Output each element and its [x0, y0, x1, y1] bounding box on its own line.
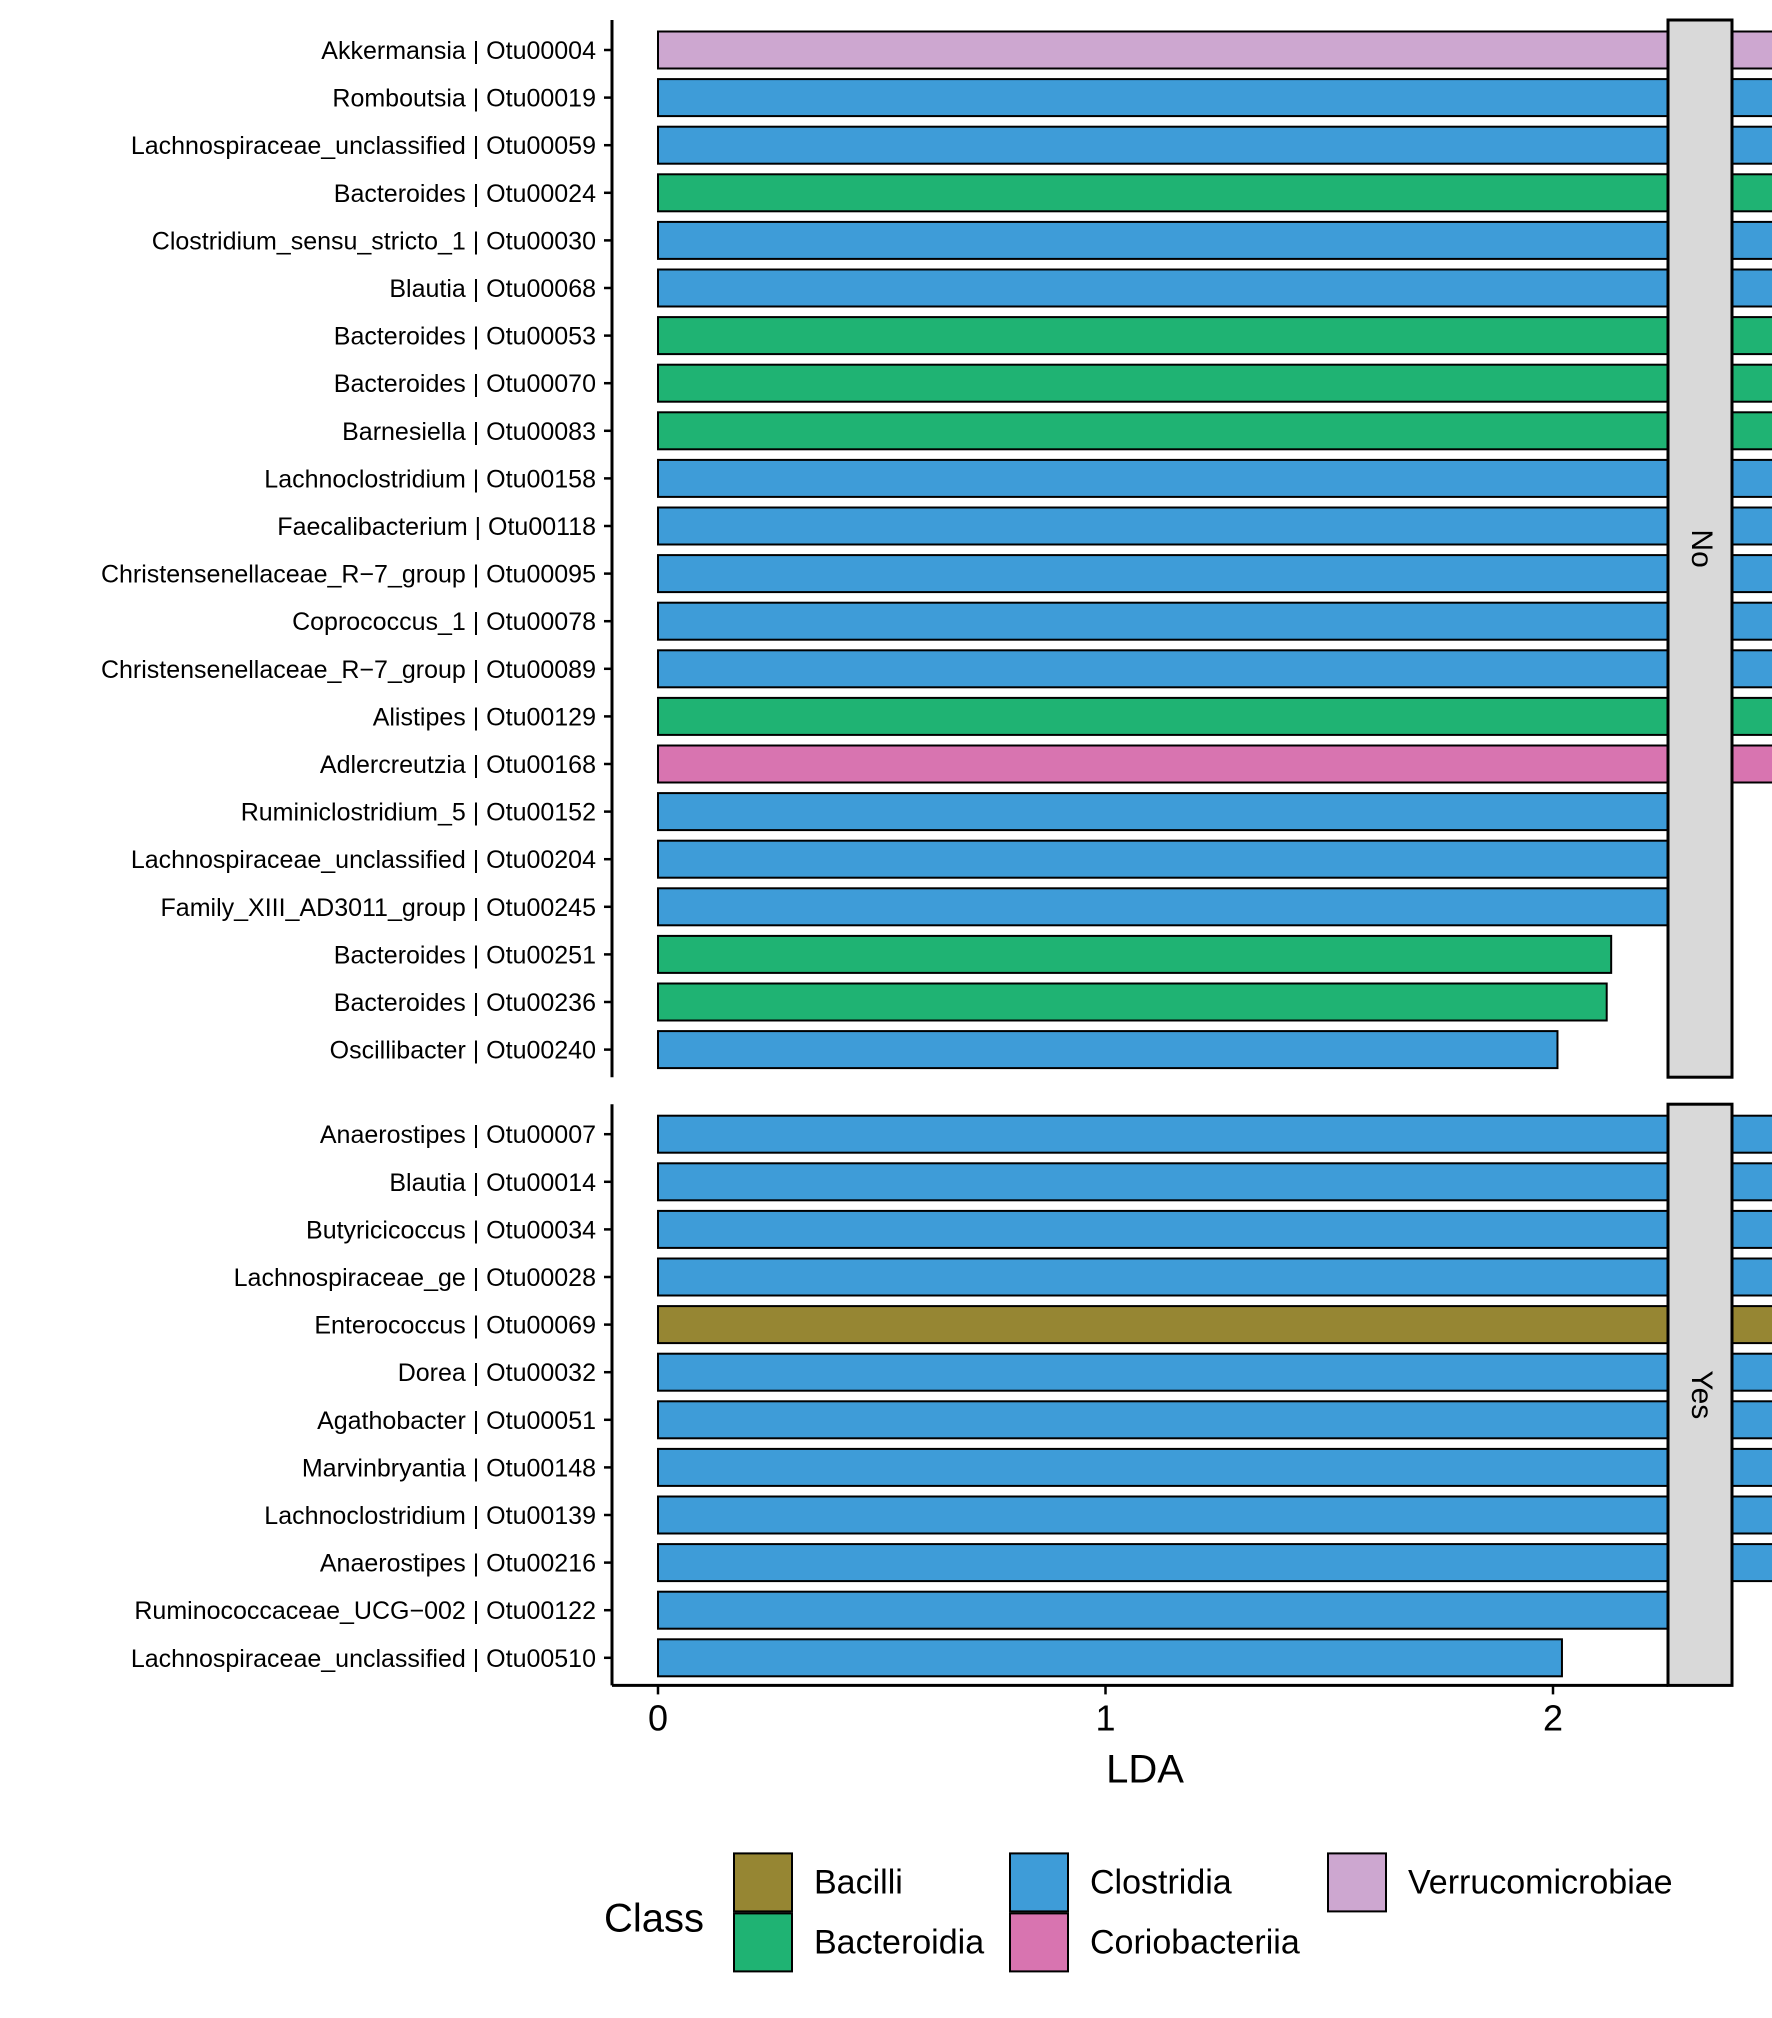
panels-layer: Akkermansia | Otu00004 Romboutsia | Otu00…: [101, 18, 1772, 1687]
bar: [657, 1305, 1772, 1345]
bar: [657, 1400, 1772, 1440]
bar-label: Blautia | Otu00068: [389, 275, 596, 303]
bar: [657, 1495, 1772, 1535]
bar-label: Bacteroides | Otu00053: [334, 323, 596, 351]
bar-label: Lachnospiraceae_unclassified | Otu00510: [131, 1645, 596, 1673]
legend-label: Bacilli: [814, 1863, 903, 1901]
x-axis: 01234LDA: [612, 1683, 1668, 1791]
bar: [657, 1638, 1563, 1678]
bar: [657, 696, 1772, 736]
bar-label: Dorea | Otu00032: [398, 1359, 596, 1387]
bar-label: Bacteroides | Otu00024: [334, 180, 596, 208]
bar-label: Christensenellaceae_R−7_group | Otu00095: [101, 561, 596, 589]
bar: [657, 792, 1733, 832]
bar-label: Faecalibacterium | Otu00118: [277, 513, 596, 541]
legend-label: Coriobacteriia: [1090, 1923, 1300, 1961]
facet-strip-label: No: [1685, 529, 1718, 567]
bar: [657, 316, 1772, 356]
legend-label: Clostridia: [1090, 1863, 1232, 1901]
legend-key: [733, 1852, 793, 1913]
bar-label: Bacteroides | Otu00236: [334, 989, 596, 1017]
bar: [657, 411, 1772, 451]
bar: [657, 1114, 1772, 1154]
bar-label: Clostridium_sensu_stricto_1 | Otu00030: [152, 227, 596, 255]
facet-strip: [1666, 1102, 1734, 1687]
bar: [657, 982, 1608, 1022]
bar-label: Christensenellaceae_R−7_group | Otu00089: [101, 656, 596, 684]
bar-label: Ruminococcaceae_UCG−002 | Otu00122: [134, 1597, 596, 1625]
legend-label: Bacteroidia: [814, 1923, 984, 1961]
bar-label: Marvinbryantia | Otu00148: [302, 1454, 596, 1482]
bar: [657, 839, 1684, 879]
bar-label: Lachnospiraceae_unclassified | Otu00059: [131, 132, 596, 160]
bar: [657, 934, 1613, 974]
panel-no: Akkermansia | Otu00004 Romboutsia | Otu00…: [101, 18, 1772, 1079]
bar-label: Agathobacter | Otu00051: [317, 1407, 596, 1435]
bar-label: Lachnospiraceae_ge | Otu00028: [234, 1264, 596, 1292]
x-tick-label: 2: [1543, 1697, 1563, 1738]
bar-label: Adlercreutzia | Otu00168: [320, 751, 596, 779]
bar-label: Lachnoclostridium | Otu00158: [264, 465, 596, 493]
bar: [657, 1352, 1772, 1392]
legend-key: [733, 1912, 793, 1973]
bar: [657, 601, 1772, 641]
facet-strip: [1666, 18, 1734, 1079]
bar: [657, 268, 1772, 308]
bar: [657, 744, 1772, 784]
bar: [657, 1162, 1772, 1202]
legend-key: [1009, 1912, 1069, 1973]
bar-label: Bacteroides | Otu00251: [334, 941, 596, 969]
bar: [657, 363, 1772, 403]
legend-label: Verrucomicrobiae: [1408, 1863, 1673, 1901]
bar: [657, 125, 1772, 165]
bar-label: Barnesiella | Otu00083: [342, 418, 596, 446]
bar: [657, 649, 1772, 689]
bar: [657, 1257, 1772, 1297]
bar-label: Coprococcus_1 | Otu00078: [292, 608, 596, 636]
bar: [657, 173, 1772, 213]
bar-label: Family_XIII_AD3011_group | Otu00245: [161, 894, 596, 922]
legend-key: [1327, 1852, 1387, 1913]
bar: [657, 78, 1772, 118]
bar: [657, 30, 1772, 70]
bar: [657, 554, 1772, 594]
bar-label: Romboutsia | Otu00019: [332, 85, 596, 113]
bar-label: Blautia | Otu00014: [389, 1169, 596, 1197]
bar-label: Butyricicoccus | Otu00034: [306, 1216, 596, 1244]
bar-label: Lachnospiraceae_unclassified | Otu00204: [131, 846, 596, 874]
bar: [657, 458, 1772, 498]
bar: [657, 887, 1684, 927]
bar-label: Anaerostipes | Otu00216: [320, 1550, 596, 1578]
bar-label: Alistipes | Otu00129: [373, 703, 596, 731]
x-tick-label: 0: [648, 1697, 668, 1738]
bar: [657, 1590, 1720, 1630]
bar: [657, 506, 1772, 546]
bar: [657, 220, 1772, 260]
bar: [657, 1543, 1772, 1583]
bar: [657, 1209, 1772, 1249]
legend: Class Bacilli Bacteroidia Clostridia Corioba…: [604, 1852, 1673, 1973]
bar-label: Enterococcus | Otu00069: [314, 1312, 596, 1340]
bar-label: Lachnoclostridium | Otu00139: [264, 1502, 596, 1530]
bar: [657, 1447, 1772, 1487]
bar-label: Bacteroides | Otu00070: [334, 370, 596, 398]
bar-label: Anaerostipes | Otu00007: [320, 1121, 596, 1149]
legend-key: [1009, 1852, 1069, 1913]
panel-yes: Anaerostipes | Otu00007 Blautia | Otu0001…: [131, 1102, 1772, 1687]
bar-label: Oscillibacter | Otu00240: [330, 1037, 596, 1065]
x-axis-title: LDA: [1106, 1747, 1184, 1791]
legend-title: Class: [604, 1896, 704, 1940]
bar-label: Akkermansia | Otu00004: [321, 37, 596, 65]
x-tick-label: 1: [1095, 1697, 1115, 1738]
bar-label: Ruminiclostridium_5 | Otu00152: [241, 799, 596, 827]
facet-strip-label: Yes: [1685, 1370, 1718, 1419]
bar: [657, 1030, 1559, 1070]
